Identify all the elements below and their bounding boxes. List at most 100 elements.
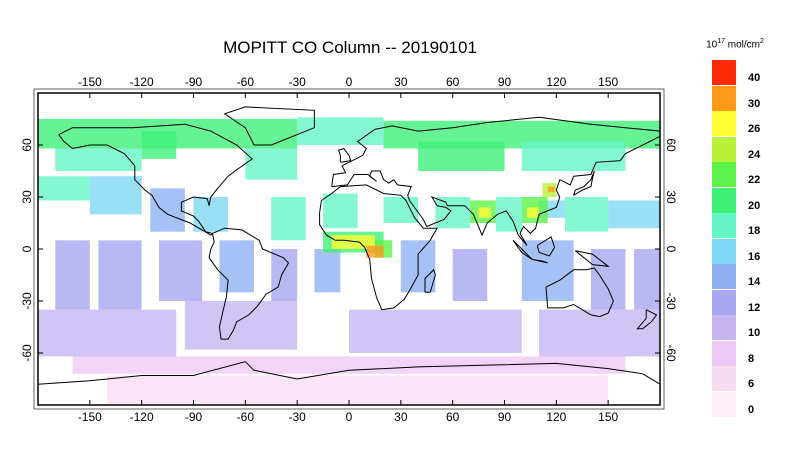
unit-area-exponent: 2 xyxy=(760,38,764,45)
legend-label: 14 xyxy=(748,276,761,288)
legend-swatch xyxy=(712,60,736,85)
map-outer-frame xyxy=(33,88,665,410)
co-data-band xyxy=(184,301,298,350)
legend-swatch xyxy=(712,366,736,391)
co-data-band xyxy=(193,197,229,232)
lat-tick-label-right: 0 xyxy=(664,246,678,253)
co-data-band xyxy=(38,176,90,201)
legend-label: 24 xyxy=(748,148,761,161)
legend-swatch xyxy=(712,85,736,111)
lon-tick-label-top: -150 xyxy=(78,75,102,89)
co-data-band xyxy=(383,197,419,223)
lon-tick-label-top: 90 xyxy=(498,75,512,89)
legend-label: 8 xyxy=(748,352,755,365)
lon-tick-label-bottom: -60 xyxy=(237,410,255,424)
co-data-band xyxy=(72,356,626,374)
co-data-band xyxy=(89,176,142,215)
co-data-band xyxy=(323,193,358,229)
coastline xyxy=(331,116,661,246)
co-data-band xyxy=(435,197,470,229)
map-title: MOPITT CO Column -- 20190101 xyxy=(223,38,477,57)
lat-tick-label-left: 0 xyxy=(20,245,34,252)
lon-tick-label-bottom: -120 xyxy=(130,410,154,424)
co-data-band xyxy=(141,131,177,159)
legend-swatch xyxy=(712,187,736,213)
co-data-band xyxy=(314,249,341,293)
lat-tick-label-left: -30 xyxy=(20,292,34,310)
legend-unit: 1017 mol/cm2 xyxy=(700,38,770,50)
co-data-band xyxy=(158,240,203,301)
co-data-band xyxy=(98,240,142,310)
legend-label: 26 xyxy=(748,123,761,135)
coastline xyxy=(37,361,661,385)
legend-swatch xyxy=(712,391,736,417)
co-data-band xyxy=(38,309,177,357)
legend-swatch xyxy=(712,111,736,136)
legend-label: 10 xyxy=(748,327,761,339)
co-data-band xyxy=(331,235,375,249)
co-data-band xyxy=(366,245,384,258)
lon-tick-label-bottom: 60 xyxy=(446,410,460,424)
co-data-band xyxy=(478,207,491,218)
lon-tick-label-bottom: -30 xyxy=(288,410,306,424)
co-data-band xyxy=(107,375,609,405)
co-data-band xyxy=(245,148,298,180)
co-data-band xyxy=(349,309,522,353)
coastline xyxy=(319,184,438,311)
lon-tick-label-top: 0 xyxy=(346,75,353,89)
co-data-band xyxy=(297,117,384,145)
lon-tick-label-bottom: 30 xyxy=(394,410,408,424)
co-data-band xyxy=(521,141,626,171)
co-data-band xyxy=(219,240,254,293)
lon-tick-label-bottom: 150 xyxy=(598,410,618,424)
lat-tick-label-left: 30 xyxy=(20,190,34,204)
co-data-band xyxy=(564,197,609,232)
legend-label: 0 xyxy=(748,403,755,416)
legend-label: 18 xyxy=(748,225,761,237)
lon-tick-label-bottom: 120 xyxy=(546,410,566,424)
legend-swatch xyxy=(712,136,736,162)
lat-tick-label-left: 60 xyxy=(20,138,34,152)
legend-swatch xyxy=(712,264,736,289)
lon-tick-label-bottom: 90 xyxy=(498,410,512,424)
legend-label: 12 xyxy=(748,301,761,314)
legend-swatch xyxy=(712,238,736,264)
lon-tick-label-top: -60 xyxy=(237,75,255,89)
co-data-band xyxy=(271,249,298,301)
lon-tick-label-bottom: -150 xyxy=(78,410,102,424)
lon-tick-label-top: -90 xyxy=(185,75,203,89)
co-data-band xyxy=(55,148,142,171)
lon-tick-label-top: -30 xyxy=(288,75,306,89)
co-data-band xyxy=(634,249,660,310)
co-data-band xyxy=(55,240,90,310)
lat-tick-label-left: -60 xyxy=(20,344,34,362)
co-data-band xyxy=(452,249,488,301)
co-data-band xyxy=(547,186,555,192)
co-data-band xyxy=(608,200,660,229)
co-data-band xyxy=(590,249,626,310)
legend-label: 16 xyxy=(748,250,761,263)
lon-tick-label-bottom: -90 xyxy=(185,410,203,424)
coastline xyxy=(573,170,595,196)
co-data-band xyxy=(418,141,505,171)
co-data-band xyxy=(521,240,574,301)
coastline xyxy=(531,258,548,264)
unit-exponent: 17 xyxy=(717,38,725,45)
legend-label: 22 xyxy=(748,174,761,186)
lon-tick-label-top: -120 xyxy=(130,75,154,89)
coastline xyxy=(574,250,610,267)
legend-swatch xyxy=(712,315,736,340)
co-data-band xyxy=(271,197,306,241)
lat-tick-label-right: -30 xyxy=(664,292,678,310)
legend-swatch xyxy=(712,213,736,238)
lon-tick-label-top: 150 xyxy=(598,75,618,89)
legend-swatch xyxy=(712,162,736,187)
coastline xyxy=(424,268,436,293)
lon-tick-label-bottom: 0 xyxy=(346,410,353,424)
coastline xyxy=(536,236,556,257)
unit-text: mol/cm xyxy=(725,39,760,51)
coastline xyxy=(223,106,315,146)
lon-tick-label-top: 120 xyxy=(546,75,566,89)
lon-tick-label-top: 60 xyxy=(446,75,460,89)
